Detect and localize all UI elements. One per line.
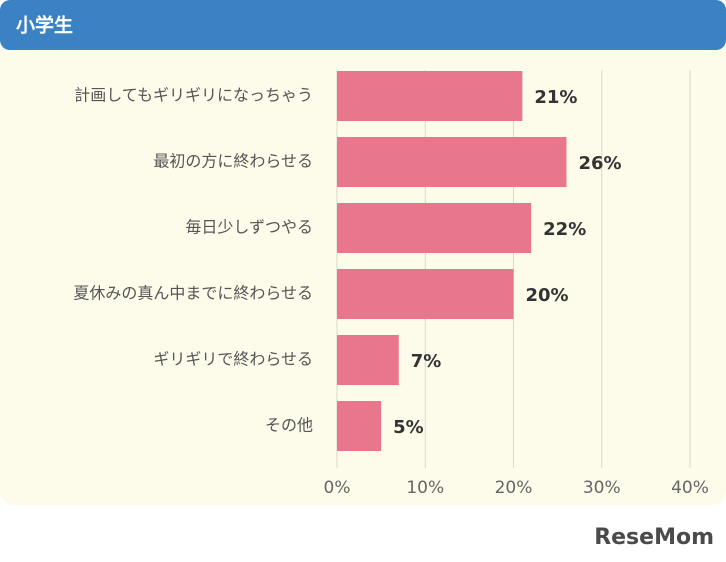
y-tick-label: 夏休みの真ん中までに終わらせる bbox=[73, 284, 313, 303]
bar bbox=[337, 401, 382, 451]
value-label: 22% bbox=[543, 219, 586, 240]
header-bar bbox=[0, 0, 726, 50]
x-tick-label: 10% bbox=[406, 478, 444, 498]
bar bbox=[337, 335, 399, 385]
y-tick-label: ギリギリで終わらせる bbox=[153, 350, 313, 369]
chart-title: 小学生 bbox=[16, 14, 73, 37]
bar bbox=[337, 203, 532, 253]
value-label: 20% bbox=[526, 285, 569, 306]
value-label: 7% bbox=[411, 351, 442, 372]
value-label: 21% bbox=[534, 87, 577, 108]
y-tick-label: 最初の方に終わらせる bbox=[153, 152, 313, 171]
bar bbox=[337, 137, 567, 187]
x-tick-label: 0% bbox=[324, 478, 351, 498]
watermark: ReseMom bbox=[594, 525, 714, 550]
x-tick-label: 30% bbox=[583, 478, 621, 498]
y-tick-label: 毎日少しずつやる bbox=[185, 218, 313, 237]
bar bbox=[337, 269, 514, 319]
value-label: 26% bbox=[578, 153, 621, 174]
value-label: 5% bbox=[393, 417, 424, 438]
bar bbox=[337, 71, 523, 121]
x-tick-label: 20% bbox=[495, 478, 533, 498]
x-tick-label: 40% bbox=[671, 478, 709, 498]
y-tick-label: 計画してもギリギリになっちゃう bbox=[74, 86, 313, 105]
y-tick-label: その他 bbox=[265, 416, 313, 435]
